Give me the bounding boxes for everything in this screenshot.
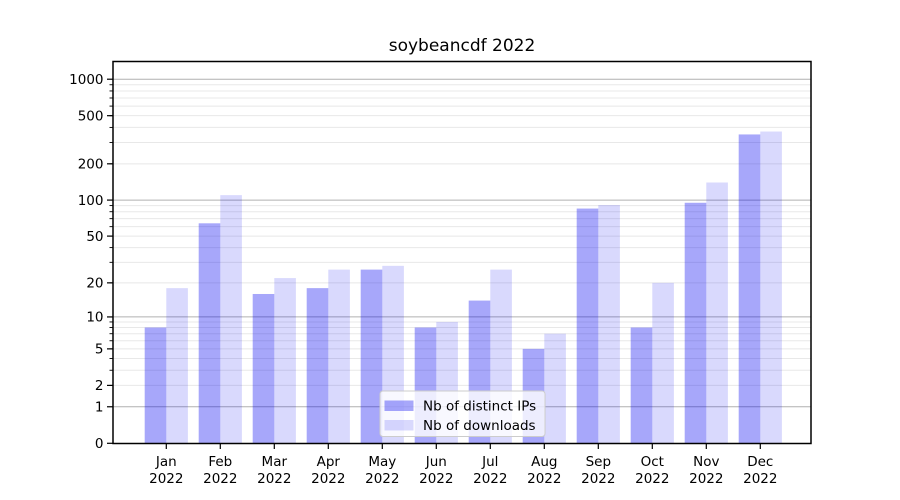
- bar-ips-sep: [576, 208, 599, 444]
- y-tick-label: 1000: [69, 72, 103, 88]
- x-tick-label-year: 2022: [635, 471, 669, 487]
- bar-ips-mar: [252, 293, 275, 444]
- y-tick-label: 20: [86, 276, 103, 292]
- x-tick-label-month: Apr: [317, 454, 341, 470]
- x-tick-labels: Jan2022Feb2022Mar2022Apr2022May2022Jun20…: [149, 454, 777, 487]
- y-tick-label: 0: [95, 436, 104, 452]
- x-tick-label-year: 2022: [473, 471, 507, 487]
- legend-box: [379, 390, 546, 437]
- x-tick-label-month: Dec: [747, 454, 773, 470]
- x-tick-label-month: Feb: [208, 454, 232, 470]
- y-tick-label: 1: [95, 400, 104, 416]
- x-tick-label-month: Jul: [481, 454, 498, 470]
- minor-gridlines: [113, 84, 811, 386]
- x-tick-label-month: Oct: [641, 454, 664, 470]
- bar-downloads-nov: [706, 182, 728, 444]
- y-tick-label: 100: [78, 193, 104, 209]
- chart-title: soybeancdf 2022: [389, 36, 536, 56]
- y-tick-label: 5: [95, 342, 104, 358]
- y-tick-label: 500: [78, 108, 104, 124]
- x-tick-label-year: 2022: [311, 471, 345, 487]
- plot-frame: [112, 60, 812, 445]
- x-tick-label-month: Nov: [693, 454, 719, 470]
- y-tick-label: 200: [78, 157, 104, 173]
- x-tick-label-year: 2022: [365, 471, 399, 487]
- bar-downloads-jan: [166, 288, 188, 444]
- bar-ips-nov: [684, 202, 707, 444]
- legend-swatch-distinct-ips: [384, 400, 414, 411]
- legend-swatch-downloads: [384, 420, 414, 431]
- x-tick-label-year: 2022: [203, 471, 237, 487]
- bar-ips-jan: [144, 327, 167, 444]
- bar-ips-feb: [198, 223, 221, 444]
- x-tick-label-month: May: [368, 454, 396, 470]
- bar-ips-may: [360, 269, 383, 444]
- legend-label-distinct-ips: Nb of distinct IPs: [423, 399, 536, 415]
- legend: Nb of distinct IPs Nb of downloads: [379, 390, 546, 437]
- x-tick-label-month: Sep: [586, 454, 611, 470]
- x-tick-label-year: 2022: [257, 471, 291, 487]
- x-tick-label-year: 2022: [689, 471, 723, 487]
- x-tick-label-year: 2022: [581, 471, 615, 487]
- bar-downloads-mar: [274, 278, 296, 444]
- y-tick-label: 50: [86, 229, 103, 245]
- y-tick-label: 2: [95, 378, 104, 394]
- x-tick-label-month: Jun: [425, 454, 447, 470]
- x-tick-label-month: Mar: [262, 454, 288, 470]
- x-tick-label-year: 2022: [149, 471, 183, 487]
- x-tick-label-month: Aug: [531, 454, 557, 470]
- axis-ticks: [107, 78, 761, 449]
- y-tick-label: 10: [86, 310, 103, 326]
- x-tick-label-year: 2022: [419, 471, 453, 487]
- bar-downloads-dec: [760, 131, 782, 444]
- x-tick-label-year: 2022: [743, 471, 777, 487]
- bar-ips-dec: [738, 134, 761, 444]
- x-tick-label-month: Jan: [155, 454, 177, 470]
- y-tick-labels: 0 1 2 5 10 20 50 100 200 500 1000: [69, 72, 103, 452]
- legend-label-downloads: Nb of downloads: [423, 418, 536, 434]
- bar-downloads-sep: [598, 205, 620, 444]
- bar-ips-apr: [306, 288, 329, 444]
- bar-downloads-apr: [328, 269, 350, 444]
- bar-downloads-feb: [220, 195, 242, 444]
- bar-downloads-oct: [652, 282, 674, 444]
- bar-downloads-aug: [544, 333, 566, 444]
- bar-ips-oct: [630, 327, 653, 444]
- x-tick-label-year: 2022: [527, 471, 561, 487]
